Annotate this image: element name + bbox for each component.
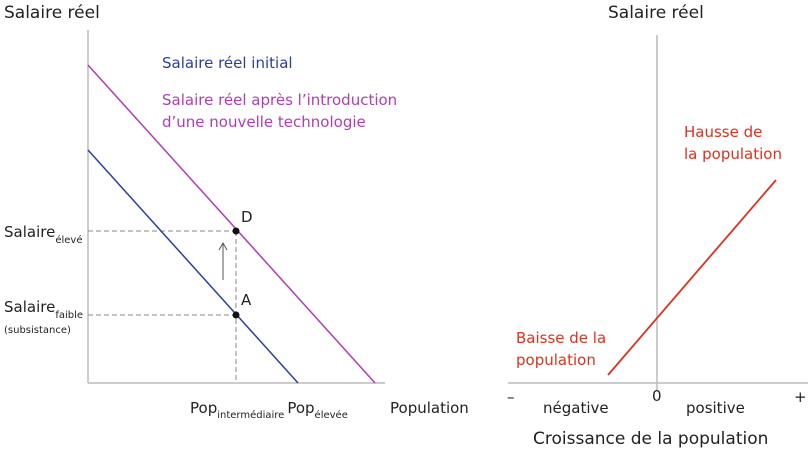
rise-label: Hausse de (684, 123, 762, 141)
axis-mark: – (507, 388, 515, 406)
legend-initial: Salaire réel initial (162, 54, 293, 72)
legend-after: d’une nouvelle technologie (162, 113, 366, 131)
label-sub: élevé (55, 234, 82, 246)
arrow-head (218, 241, 228, 251)
x-label: Popintermédiaire Popélevée (190, 399, 348, 421)
legend-after: Salaire réel après l’introduction (162, 91, 397, 109)
fall-label: Baisse de la (516, 329, 606, 347)
label-sub: intermédiaire (217, 409, 284, 421)
new-wage-line (87, 64, 376, 384)
initial-wage-line (87, 149, 299, 384)
point-label: A (241, 291, 252, 309)
label-sub: faible (55, 310, 83, 321)
axis-mark: + (794, 388, 807, 406)
y-label: Salaireélevé (4, 223, 82, 246)
axis-mark: 0 (652, 387, 662, 405)
x-axis-title: Population (390, 399, 469, 417)
label-base: Salaire (4, 298, 55, 316)
axis-mark: négative (543, 399, 609, 417)
y-axis-title: Salaire réel (608, 3, 704, 23)
y-axis-title: Salaire réel (4, 3, 100, 23)
growth-line (607, 179, 777, 376)
fall-label: population (516, 351, 596, 369)
label-base: Pop (190, 399, 217, 417)
point-a (232, 311, 240, 319)
label-base: Pop (287, 399, 314, 417)
x-axis-title: Croissance de la population (533, 429, 768, 449)
y-label-note: (subsistance) (4, 325, 71, 336)
y-label: Salairefaible (4, 298, 83, 321)
rise-label: la population (684, 145, 782, 163)
point-d (232, 227, 240, 235)
label-sub: élevée (315, 409, 348, 421)
point-label: D (241, 208, 253, 226)
label-base: Salaire (4, 223, 55, 241)
axis-mark: positive (686, 399, 745, 417)
